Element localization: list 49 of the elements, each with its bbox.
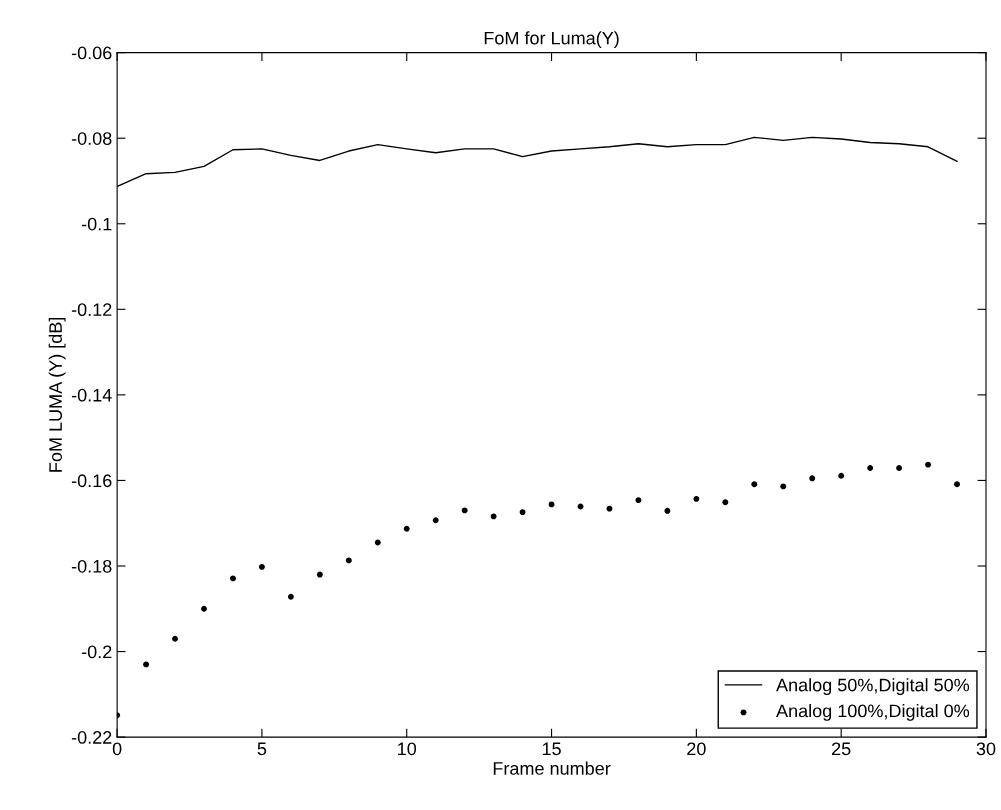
point <box>780 483 787 490</box>
point <box>201 605 207 612</box>
point <box>316 571 323 578</box>
point <box>896 465 903 471</box>
point <box>230 575 236 582</box>
point <box>693 495 700 502</box>
point <box>519 509 526 516</box>
y-tick-label: -0.18 <box>71 559 112 573</box>
point <box>461 507 468 514</box>
y-axis-title: FoM LUMA (Y) [dB] <box>48 317 66 472</box>
point <box>722 499 729 506</box>
point <box>838 472 845 479</box>
point <box>374 539 381 546</box>
y-tick-label: -0.08 <box>71 132 112 145</box>
x-tick-label: 25 <box>832 742 851 756</box>
point <box>809 475 816 482</box>
point <box>172 635 178 642</box>
y-tick-label: -0.12 <box>71 303 112 317</box>
y-tick-label: -0.1 <box>81 217 112 231</box>
point <box>925 461 932 468</box>
legend-label: Analog 50%,Digital 50% <box>776 678 970 695</box>
chart-title: FoM for Luma(Y) <box>484 31 619 49</box>
point <box>490 513 497 520</box>
point <box>548 501 555 508</box>
y-tick-label: -0.06 <box>71 46 112 60</box>
point <box>432 517 439 524</box>
x-axis-title: Frame number <box>493 761 611 775</box>
point <box>954 481 960 488</box>
x-tick-label: 20 <box>687 742 706 756</box>
point <box>258 563 265 570</box>
point <box>143 661 150 668</box>
point <box>577 503 584 510</box>
point <box>345 557 352 564</box>
legend-label: Analog 100%,Digital 0% <box>776 704 970 721</box>
x-tick-label: 30 <box>976 742 996 756</box>
point <box>287 593 294 600</box>
x-tick-label: 10 <box>398 742 417 756</box>
x-tick-label: 5 <box>257 742 267 756</box>
y-tick-label: -0.16 <box>71 474 112 488</box>
point <box>751 481 758 488</box>
x-tick-label: 15 <box>542 742 561 756</box>
point <box>403 525 410 532</box>
y-tick-label: -0.14 <box>71 388 112 402</box>
point <box>664 507 671 514</box>
y-tick-label: -0.2 <box>81 645 112 659</box>
x-tick-label: 0 <box>112 742 122 756</box>
y-tick-label: -0.22 <box>71 731 112 744</box>
point <box>867 465 874 471</box>
point <box>635 497 642 504</box>
